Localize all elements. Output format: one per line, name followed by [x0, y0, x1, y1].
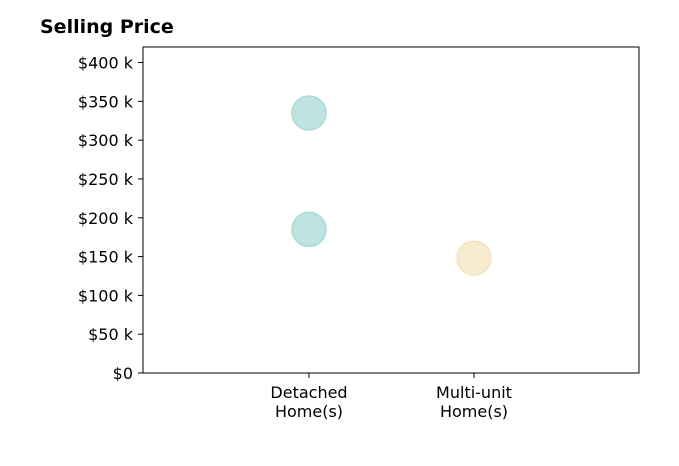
y-tick-label: $400 k [78, 54, 134, 73]
y-tick-label: $0 [113, 364, 133, 383]
y-tick-label: $150 k [78, 248, 134, 267]
data-point-3 [456, 240, 492, 276]
data-point-2 [291, 211, 327, 248]
plot-frame [142, 46, 640, 374]
y-tick-label: $350 k [78, 92, 134, 111]
x-tick-label: Multi-unit Home(s) [436, 383, 512, 421]
y-tick-label: $100 k [78, 286, 134, 305]
y-tick-label: $200 k [78, 209, 134, 228]
x-tick-label: Detached Home(s) [270, 383, 347, 421]
points-layer [291, 95, 492, 276]
axes-layer: $0 $50 k $100 k $150 k $200 k $250 k $300 k $35… [78, 46, 640, 421]
y-tick-label: $300 k [78, 131, 134, 150]
chart-title: Selling Price [40, 16, 174, 38]
y-tick-label: $50 k [88, 325, 134, 344]
data-point-1 [291, 95, 327, 131]
y-tick-label: $250 k [78, 170, 134, 189]
